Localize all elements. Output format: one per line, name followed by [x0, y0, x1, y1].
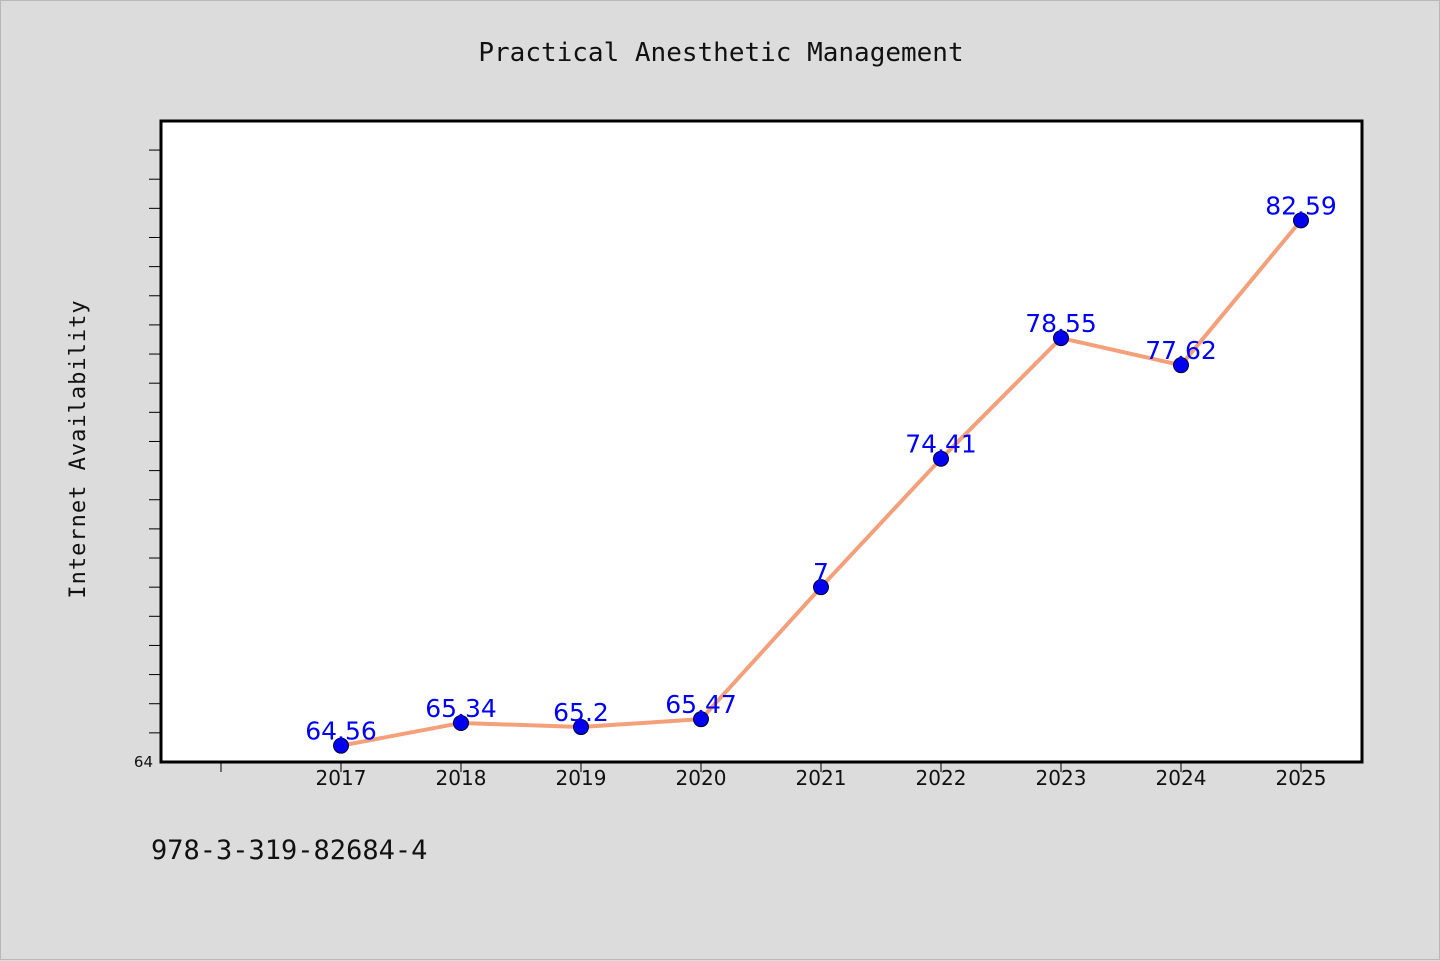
data-point	[1053, 330, 1069, 347]
data-point	[933, 450, 949, 467]
data-point	[573, 719, 589, 736]
axis-ticks: 64 2017 2018 2019 2020 2021 2022 2023 2024 2025	[134, 149, 1327, 790]
data-label: 77.62	[1145, 336, 1217, 365]
y-tick-label: 64	[134, 753, 153, 771]
data-label: 74.41	[905, 430, 977, 459]
series-layer	[333, 212, 1309, 754]
data-point	[1173, 357, 1189, 374]
data-point	[813, 579, 829, 596]
data-label: 64.56	[305, 717, 377, 746]
data-label: 65.2	[553, 698, 609, 727]
x-tick-label: 2020	[676, 766, 727, 790]
data-point	[1293, 212, 1309, 229]
data-label: 65.34	[425, 694, 497, 723]
y-axis-label: Internet Availability	[66, 299, 91, 598]
plot-area	[159, 119, 1364, 764]
x-tick-label: 2023	[1036, 766, 1087, 790]
isbn-footer: 978-3-319-82684-4	[151, 835, 428, 866]
chart-title: Practical Anesthetic Management	[478, 38, 963, 68]
data-labels: 64.56 65.34 65.2 65.47 7 74.41 78.55 77.62 82.59	[305, 191, 1337, 745]
x-tick-label: 2021	[796, 766, 847, 790]
x-tick-label: 2024	[1156, 766, 1207, 790]
data-label: 7	[813, 558, 829, 587]
data-point	[453, 714, 469, 731]
data-label: 65.47	[665, 690, 737, 719]
x-tick-label: 2019	[556, 766, 607, 790]
data-label: 82.59	[1265, 191, 1337, 220]
data-point	[333, 737, 349, 754]
data-point	[693, 711, 709, 728]
x-tick-label: 2017	[316, 766, 367, 790]
x-tick-label: 2018	[436, 766, 487, 790]
data-label: 78.55	[1025, 309, 1097, 338]
x-tick-label: 2025	[1276, 766, 1327, 790]
x-tick-label: 2022	[916, 766, 967, 790]
